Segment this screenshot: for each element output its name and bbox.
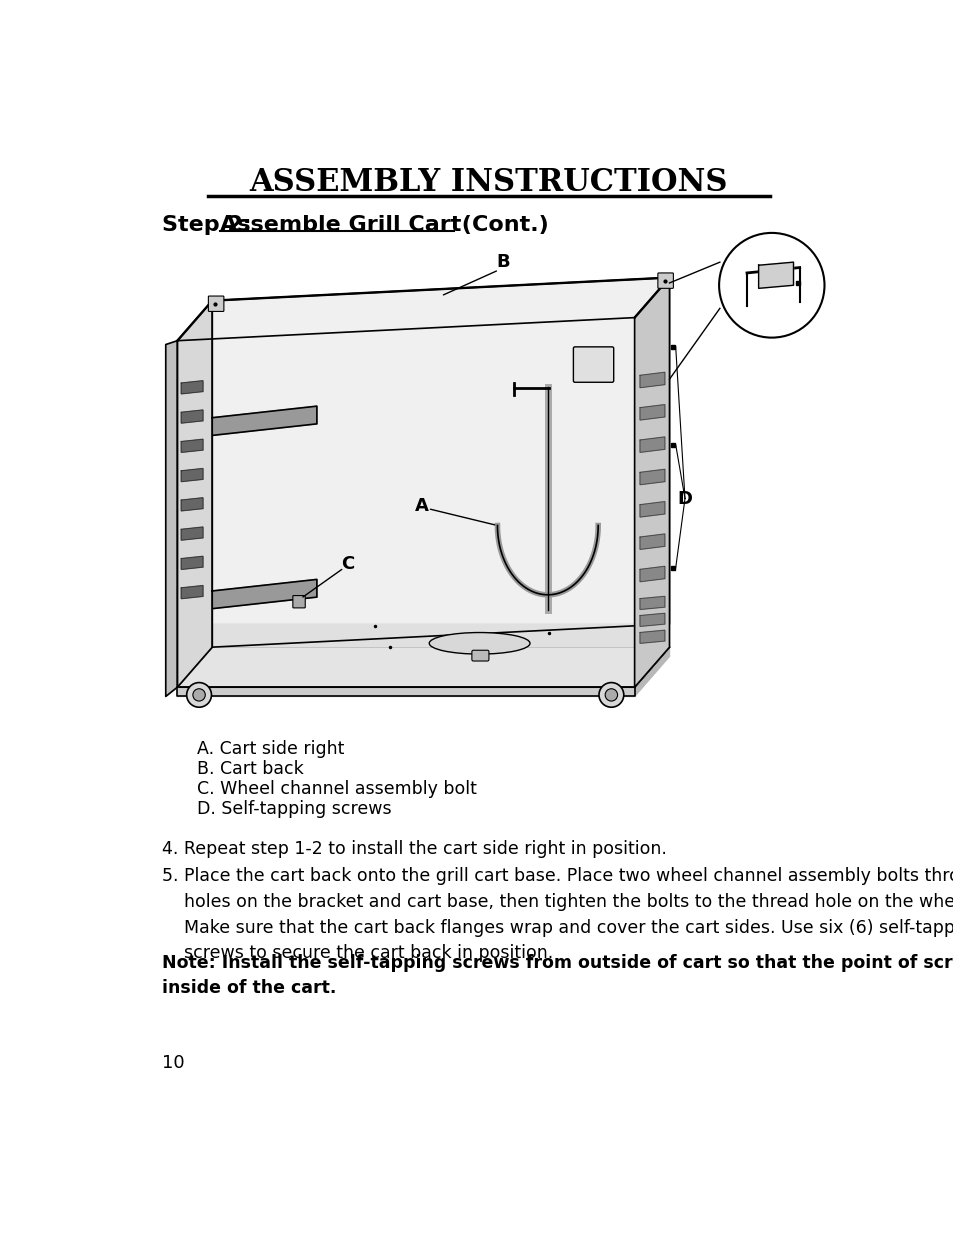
Text: 4. Repeat step 1-2 to install the cart side right in position.: 4. Repeat step 1-2 to install the cart s… bbox=[162, 840, 666, 857]
Polygon shape bbox=[177, 300, 212, 687]
Circle shape bbox=[187, 683, 212, 708]
Text: 10: 10 bbox=[162, 1055, 184, 1072]
Polygon shape bbox=[181, 585, 203, 599]
Polygon shape bbox=[639, 567, 664, 582]
Polygon shape bbox=[634, 647, 669, 697]
Polygon shape bbox=[212, 278, 669, 647]
Ellipse shape bbox=[429, 632, 530, 655]
Polygon shape bbox=[177, 647, 669, 687]
Polygon shape bbox=[212, 406, 316, 436]
Circle shape bbox=[193, 689, 205, 701]
Text: A: A bbox=[415, 498, 428, 515]
Text: 5. Place the cart back onto the grill cart base. Place two wheel channel assembl: 5. Place the cart back onto the grill ca… bbox=[162, 867, 953, 962]
Polygon shape bbox=[181, 468, 203, 482]
Text: A. Cart side right: A. Cart side right bbox=[196, 740, 344, 757]
Polygon shape bbox=[639, 534, 664, 550]
Text: D. Self-tapping screws: D. Self-tapping screws bbox=[196, 799, 391, 818]
Text: ASSEMBLY INSTRUCTIONS: ASSEMBLY INSTRUCTIONS bbox=[250, 168, 727, 199]
Polygon shape bbox=[212, 579, 316, 609]
Text: C. Wheel channel assembly bolt: C. Wheel channel assembly bolt bbox=[196, 779, 476, 798]
Text: Assemble Grill Cart: Assemble Grill Cart bbox=[220, 215, 461, 235]
Polygon shape bbox=[181, 440, 203, 452]
Polygon shape bbox=[639, 469, 664, 484]
Polygon shape bbox=[639, 372, 664, 388]
Polygon shape bbox=[181, 410, 203, 424]
Text: D: D bbox=[677, 489, 692, 508]
FancyBboxPatch shape bbox=[573, 347, 613, 383]
Circle shape bbox=[598, 683, 623, 708]
Text: B: B bbox=[496, 253, 509, 272]
Polygon shape bbox=[639, 405, 664, 420]
Polygon shape bbox=[212, 624, 669, 647]
Circle shape bbox=[719, 233, 823, 337]
Polygon shape bbox=[177, 687, 634, 697]
Text: C: C bbox=[341, 555, 355, 573]
Text: Note: Install the self-tapping screws from outside of cart so that the point of : Note: Install the self-tapping screws fr… bbox=[162, 953, 953, 998]
FancyBboxPatch shape bbox=[658, 273, 673, 288]
FancyBboxPatch shape bbox=[472, 651, 488, 661]
Polygon shape bbox=[166, 341, 177, 697]
Polygon shape bbox=[758, 262, 793, 288]
Text: (Cont.): (Cont.) bbox=[454, 215, 548, 235]
Text: Step 2:: Step 2: bbox=[162, 215, 259, 235]
FancyBboxPatch shape bbox=[208, 296, 224, 311]
Text: B. Cart back: B. Cart back bbox=[196, 760, 303, 778]
Polygon shape bbox=[181, 380, 203, 394]
Polygon shape bbox=[639, 437, 664, 452]
Polygon shape bbox=[639, 630, 664, 643]
Polygon shape bbox=[634, 278, 669, 687]
Circle shape bbox=[604, 689, 617, 701]
Polygon shape bbox=[639, 614, 664, 626]
Polygon shape bbox=[639, 597, 664, 609]
Polygon shape bbox=[639, 501, 664, 517]
Polygon shape bbox=[181, 498, 203, 511]
Polygon shape bbox=[181, 527, 203, 540]
FancyBboxPatch shape bbox=[293, 595, 305, 608]
Polygon shape bbox=[181, 556, 203, 569]
